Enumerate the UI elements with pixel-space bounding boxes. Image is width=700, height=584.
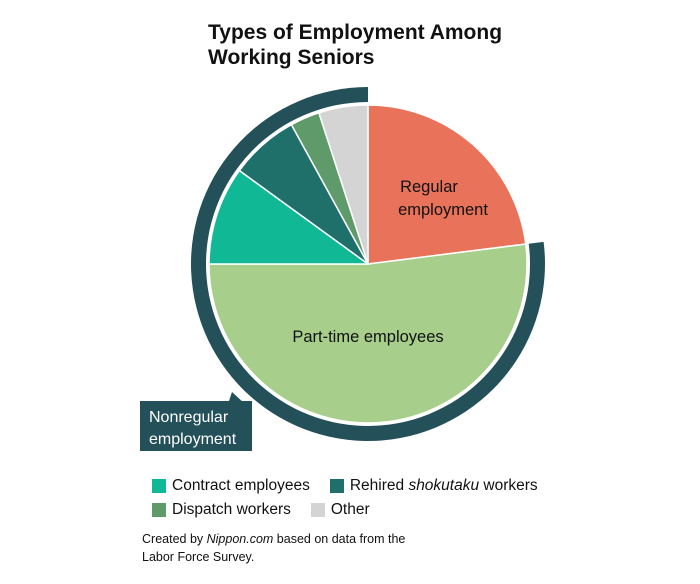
legend-label-other: Other bbox=[330, 501, 370, 518]
legend-label-rehired: Rehired shokutaku workers bbox=[350, 474, 538, 498]
pie-slice-part_time bbox=[208, 243, 528, 424]
legend-label-contract: Contract employees bbox=[172, 477, 310, 494]
legend-label-rehired-suffix: workers bbox=[479, 477, 538, 494]
slice-label-regular-line2: employment bbox=[398, 201, 488, 219]
legend: Contract employees Rehired shokutaku wor… bbox=[152, 474, 632, 522]
legend-label-dispatch: Dispatch workers bbox=[172, 501, 291, 518]
nonregular-label-line1: Nonregular bbox=[149, 409, 229, 426]
slice-label-part-time: Part-time employees bbox=[292, 328, 443, 346]
legend-swatch-dispatch bbox=[152, 503, 166, 517]
nonregular-callout-box bbox=[140, 401, 252, 451]
source-credit-line2: Labor Force Survey. bbox=[142, 550, 255, 564]
legend-item-rehired: Rehired shokutaku workers bbox=[329, 474, 538, 498]
legend-row: Contract employees Rehired shokutaku wor… bbox=[152, 474, 632, 498]
slice-label-regular-line1: Regular bbox=[400, 178, 458, 196]
legend-row: Dispatch workers Other bbox=[152, 498, 632, 522]
nonregular-callout: Nonregular employment bbox=[140, 392, 252, 451]
credit-source: Nippon.com bbox=[206, 532, 274, 546]
chart-title: Types of Employment Among Working Senior… bbox=[208, 20, 628, 70]
legend-item-dispatch: Dispatch workers bbox=[152, 498, 291, 522]
pie-slice-regular bbox=[367, 104, 527, 265]
legend-swatch-contract bbox=[152, 479, 166, 493]
credit-suffix: based on data from the bbox=[273, 532, 406, 546]
legend-item-other: Other bbox=[310, 498, 370, 522]
legend-label-rehired-prefix: Rehired bbox=[349, 477, 409, 494]
pie-slice-contract bbox=[208, 169, 371, 265]
legend-swatch-rehired bbox=[329, 479, 344, 493]
pie-slice-other bbox=[317, 104, 369, 265]
nonregular-label-line2: employment bbox=[149, 431, 237, 448]
source-credit-line1: Created by Nippon.com based on data from… bbox=[142, 530, 562, 548]
legend-label-rehired-em: shokutaku bbox=[408, 477, 480, 494]
chart-title-line2: Working Seniors bbox=[208, 46, 375, 69]
legend-swatch-other bbox=[310, 503, 325, 517]
chart-title-line1: Types of Employment Among bbox=[208, 21, 503, 44]
legend-item-contract: Contract employees bbox=[152, 474, 310, 498]
source-credit: Created by Nippon.com based on data from… bbox=[142, 530, 562, 566]
credit-prefix: Created by bbox=[142, 532, 207, 546]
